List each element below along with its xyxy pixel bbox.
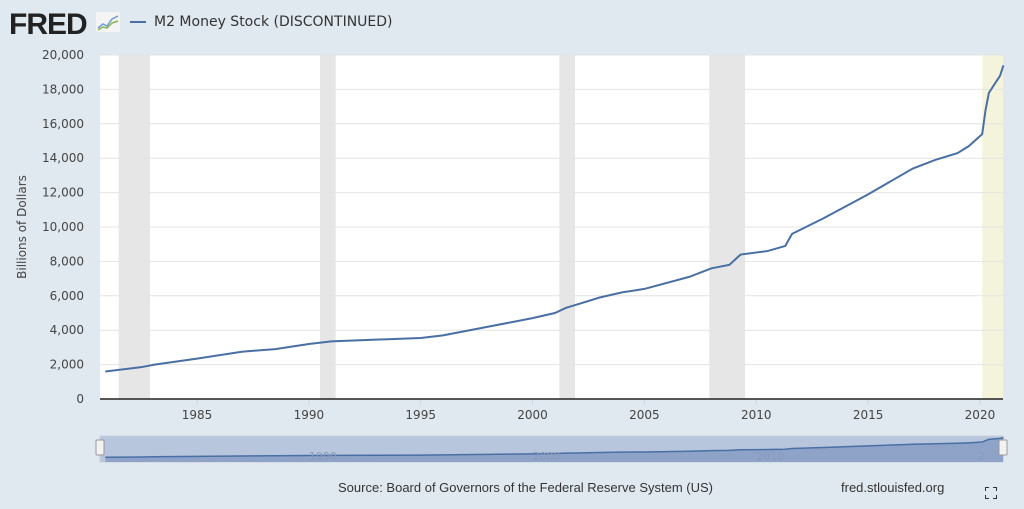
y-tick-label: 20,000 [42, 48, 84, 62]
x-tick-label: 1995 [405, 408, 436, 422]
site-link[interactable]: fred.stlouisfed.org [841, 480, 945, 495]
fred-logo[interactable]: FRED [9, 8, 88, 41]
y-tick-label: 10,000 [42, 220, 84, 234]
y-tick-label: 6,000 [50, 289, 84, 303]
navigator-handle[interactable] [998, 439, 1008, 456]
legend-swatch [130, 21, 146, 23]
x-tick-label: 2020 [965, 408, 996, 422]
x-tick-label: 2015 [853, 408, 884, 422]
legend-item[interactable]: M2 Money Stock (DISCONTINUED) [130, 14, 393, 30]
y-tick-label: 12,000 [42, 186, 84, 200]
y-tick-label: 16,000 [42, 117, 84, 131]
y-tick-label: 2,000 [50, 358, 84, 372]
chart-line-icon [96, 12, 120, 32]
y-tick-label: 14,000 [42, 151, 84, 165]
x-tick-label: 2005 [629, 408, 660, 422]
navigator-tick-label: 2010 [756, 450, 784, 463]
series-line [105, 65, 1005, 373]
y-axis-label: Billions of Dollars [15, 175, 29, 279]
x-tick-label: 1985 [182, 408, 213, 422]
y-tick-label: 4,000 [50, 323, 84, 337]
y-tick-label: 0 [76, 392, 84, 406]
y-tick-label: 18,000 [42, 82, 84, 96]
navigator-tick-label: 2000 [533, 450, 561, 463]
x-tick-label: 2010 [741, 408, 772, 422]
x-tick-label: 1990 [294, 408, 325, 422]
navigator-tick-label: 2 [978, 450, 985, 463]
navigator-handle[interactable] [95, 439, 105, 456]
navigator-line [105, 436, 1004, 458]
expand-icon[interactable] [984, 486, 998, 500]
source-text: Source: Board of Governors of the Federa… [338, 480, 713, 495]
x-tick-label: 2000 [517, 408, 548, 422]
navigator-tick-label: 1990 [309, 450, 337, 463]
legend-label: M2 Money Stock (DISCONTINUED) [154, 14, 393, 30]
y-tick-label: 8,000 [50, 254, 84, 268]
